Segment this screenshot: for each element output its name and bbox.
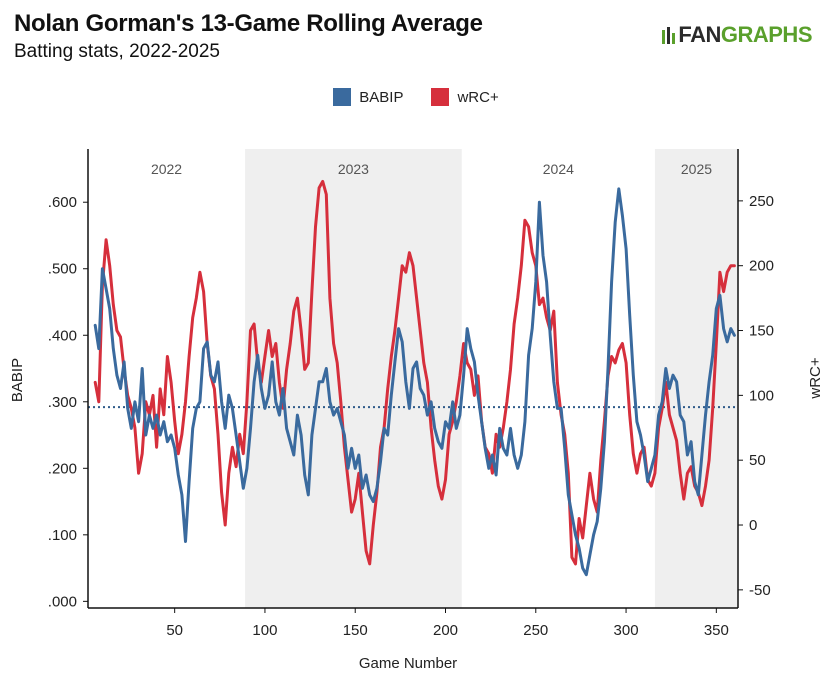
y-right-tick-label: 50 [749, 452, 766, 469]
x-tick-label: 300 [614, 622, 639, 639]
series-line-babip [93, 187, 736, 577]
chart-subtitle: Batting stats, 2022-2025 [14, 41, 220, 62]
y-left-tick-label: .200 [48, 460, 77, 477]
logo-text: FANGRAPHS [678, 22, 812, 47]
y-axis-right-title: wRC+ [807, 357, 824, 399]
y-right-tick-label: 200 [749, 258, 774, 275]
season-label-2024: 2024 [543, 161, 574, 177]
batter-icon [662, 27, 676, 44]
fangraphs-logo[interactable]: FANGRAPHS [660, 22, 813, 48]
y-left-tick-label: .600 [48, 194, 77, 211]
season-labels: 2022 2023 2024 2025 [151, 161, 712, 177]
y-right-tick-label: 100 [749, 387, 774, 404]
tick-labels: 50 100 150 200 250 300 350 .000 .100 .200 .300 .400… [48, 193, 774, 639]
x-tick-label: 150 [343, 622, 368, 639]
series-line-wrc [93, 179, 736, 566]
x-tick-label: 100 [252, 622, 277, 639]
x-axis-title: Game Number [359, 655, 457, 672]
season-label-2023: 2023 [338, 161, 369, 177]
axes [83, 149, 743, 613]
legend-swatch-wrc [431, 88, 450, 106]
legend-swatch-babip [333, 88, 352, 106]
y-right-tick-label: 250 [749, 193, 774, 210]
legend-label-wrc: wRC+ [457, 88, 499, 106]
y-left-tick-label: .000 [48, 593, 77, 610]
y-left-tick-label: .100 [48, 527, 77, 544]
y-right-tick-label: -50 [749, 582, 771, 599]
legend-item-wrc: wRC+ [431, 88, 499, 106]
legend-label-babip: BABIP [359, 88, 404, 106]
y-left-tick-label: .300 [48, 394, 77, 411]
x-tick-label: 250 [523, 622, 548, 639]
y-right-tick-label: 0 [749, 517, 757, 534]
series-lines [93, 179, 736, 577]
legend: BABIP wRC+ [0, 88, 832, 106]
x-tick-label: 200 [433, 622, 458, 639]
x-tick-label: 350 [704, 622, 729, 639]
season-label-2022: 2022 [151, 161, 182, 177]
season-label-2025: 2025 [681, 161, 712, 177]
x-tick-label: 50 [166, 622, 183, 639]
y-right-tick-label: 150 [749, 323, 774, 340]
y-left-tick-label: .400 [48, 327, 77, 344]
y-left-tick-label: .500 [48, 261, 77, 278]
y-axis-left-title: BABIP [9, 358, 26, 402]
legend-item-babip: BABIP [333, 88, 403, 106]
chart-title: Nolan Gorman's 13-Game Rolling Average [14, 10, 483, 37]
